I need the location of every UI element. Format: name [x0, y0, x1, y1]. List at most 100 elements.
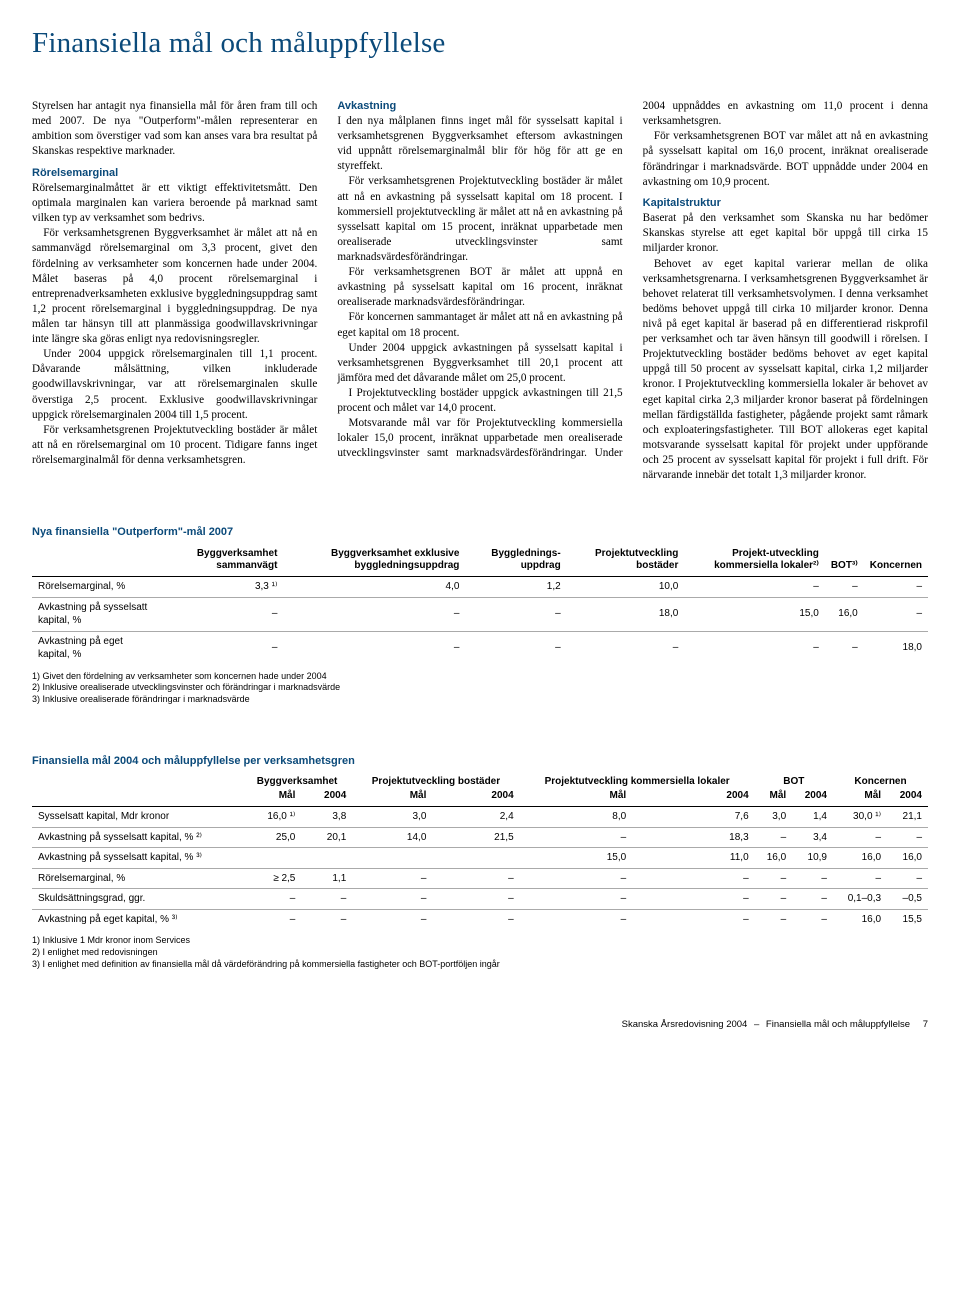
table-cell: –: [432, 868, 519, 889]
table-cell: 15,5: [887, 909, 928, 929]
table-cell: 20,1: [301, 827, 352, 848]
avk-p6: I Projektutveckling bostäder uppgick avk…: [337, 386, 622, 416]
table-cell: –: [520, 909, 633, 929]
table-cell: 7,6: [632, 807, 754, 828]
table-row: Avkastning på sysselsatt kapital, % ²⁾25…: [32, 827, 928, 848]
avk-p5: Under 2004 uppgick avkastningen på sysse…: [337, 341, 622, 386]
table-cell: –: [792, 868, 833, 889]
t1-h6: BOT³⁾: [825, 546, 864, 577]
table-cell: 2,4: [432, 807, 519, 828]
table-cell: Rörelsemarginal, %: [32, 868, 242, 889]
t2-s7: Mål: [755, 788, 793, 807]
table-cell: 3,0: [755, 807, 793, 828]
table-cell: 18,0: [864, 631, 928, 665]
table-cell: 25,0: [242, 827, 301, 848]
page-footer: Skanska Årsredovisning 2004 – Finansiell…: [32, 1019, 928, 1032]
t2-s0: [32, 788, 242, 807]
table-cell: –: [825, 631, 864, 665]
kap-p2: Behovet av eget kapital varierar mellan …: [643, 257, 928, 484]
table-cell: 18,3: [632, 827, 754, 848]
table-cell: –: [755, 827, 793, 848]
t1-h0: [32, 546, 159, 577]
t2-s8: 2004: [792, 788, 833, 807]
table-cell: –: [159, 597, 283, 631]
t2-g4: BOT: [755, 774, 833, 788]
table-cell: –: [792, 889, 833, 910]
table-cell: –: [833, 827, 887, 848]
table-cell: 1,1: [301, 868, 352, 889]
table-row: Avkastning på sysselsatt kapital, % ³⁾15…: [32, 848, 928, 869]
table-cell: 14,0: [352, 827, 432, 848]
table-cell: 1,2: [465, 577, 566, 598]
table-cell: –: [792, 909, 833, 929]
table-row: Avkastning på sysselsatt kapital, %–––18…: [32, 597, 928, 631]
table-cell: 16,0: [833, 909, 887, 929]
table-cell: Avkastning på sysselsatt kapital, %: [32, 597, 159, 631]
table-cell: –: [352, 909, 432, 929]
table-cell: 10,9: [792, 848, 833, 869]
table-cell: –: [684, 577, 824, 598]
intro: Styrelsen har antagit nya finansiella må…: [32, 99, 317, 159]
t2-g2: Projektutveckling bostäder: [352, 774, 519, 788]
table2: Byggverksamhet Projektutveckling bostäde…: [32, 774, 928, 929]
footnote: 2) I enlighet med redovisningen: [32, 947, 928, 959]
table-cell: –: [432, 889, 519, 910]
table-cell: Sysselsatt kapital, Mdr kronor: [32, 807, 242, 828]
rorel-p1: Rörelsemarginalmåttet är ett viktigt eff…: [32, 181, 317, 226]
t2-s4: 2004: [432, 788, 519, 807]
table-cell: 1,4: [792, 807, 833, 828]
footer-left: Skanska Årsredovisning 2004: [622, 1019, 748, 1030]
body-columns: Styrelsen har antagit nya finansiella må…: [32, 99, 928, 483]
table-cell: –: [833, 868, 887, 889]
kap-p1: Baserat på den verksamhet som Skanska nu…: [643, 211, 928, 256]
avk-p1: I den nya målplanen finns inget mål för …: [337, 114, 622, 174]
avk-p2: För verksamhetsgrenen Projektutveckling …: [337, 174, 622, 265]
table-cell: 10,0: [567, 577, 685, 598]
table-cell: –: [465, 597, 566, 631]
table-cell: 16,0: [825, 597, 864, 631]
table-cell: 3,0: [352, 807, 432, 828]
table-cell: 30,0 ¹⁾: [833, 807, 887, 828]
t1-h4: Projektutveckling bostäder: [567, 546, 685, 577]
table-cell: –: [242, 909, 301, 929]
footnote: 2) Inklusive orealiserade utvecklingsvin…: [32, 682, 928, 694]
table-cell: –: [352, 889, 432, 910]
table-cell: –: [825, 577, 864, 598]
table-cell: –: [887, 868, 928, 889]
footer-right: Finansiella mål och måluppfyllelse: [766, 1019, 910, 1030]
t2-s2: 2004: [301, 788, 352, 807]
table-cell: Avkastning på sysselsatt kapital, % ³⁾: [32, 848, 242, 869]
rorel-p3: Under 2004 uppgick rörelsemarginalen til…: [32, 347, 317, 423]
table-cell: –: [352, 868, 432, 889]
table-cell: [301, 848, 352, 869]
t2-g5: Koncernen: [833, 774, 928, 788]
table-cell: 16,0: [755, 848, 793, 869]
t1-h3: Bygglednings-uppdrag: [465, 546, 566, 577]
table-cell: 8,0: [520, 807, 633, 828]
table-cell: –: [520, 868, 633, 889]
table-row: Rörelsemarginal, %≥ 2,51,1––––––––: [32, 868, 928, 889]
table-row: Sysselsatt kapital, Mdr kronor16,0 ¹⁾3,8…: [32, 807, 928, 828]
footnote: 3) Inklusive orealiserade förändringar i…: [32, 694, 928, 706]
table-cell: Rörelsemarginal, %: [32, 577, 159, 598]
table2-footnotes: 1) Inklusive 1 Mdr kronor inom Services2…: [32, 935, 928, 970]
table-cell: 4,0: [283, 577, 465, 598]
table-cell: [352, 848, 432, 869]
table-cell: –: [632, 868, 754, 889]
table-cell: [242, 848, 301, 869]
table-cell: 16,0: [833, 848, 887, 869]
page-title: Finansiella mål och måluppfyllelse: [32, 24, 928, 63]
avk-p8: För verksamhetsgrenen BOT var målet att …: [643, 129, 928, 189]
t2-s1: Mål: [242, 788, 301, 807]
footnote: 3) I enlighet med definition av finansie…: [32, 959, 928, 971]
table-cell: –: [864, 577, 928, 598]
table-row: Skuldsättningsgrad, ggr.––––––––0,1–0,3–…: [32, 889, 928, 910]
footnote: 1) Inklusive 1 Mdr kronor inom Services: [32, 935, 928, 947]
table-cell: –0,5: [887, 889, 928, 910]
table-cell: –: [520, 889, 633, 910]
table1: Byggverksamhet sammanvägt Byggverksamhet…: [32, 546, 928, 665]
table1-title: Nya finansiella "Outperform"-mål 2007: [32, 525, 928, 540]
table-cell: 21,5: [432, 827, 519, 848]
table-cell: 16,0 ¹⁾: [242, 807, 301, 828]
table-cell: –: [864, 597, 928, 631]
